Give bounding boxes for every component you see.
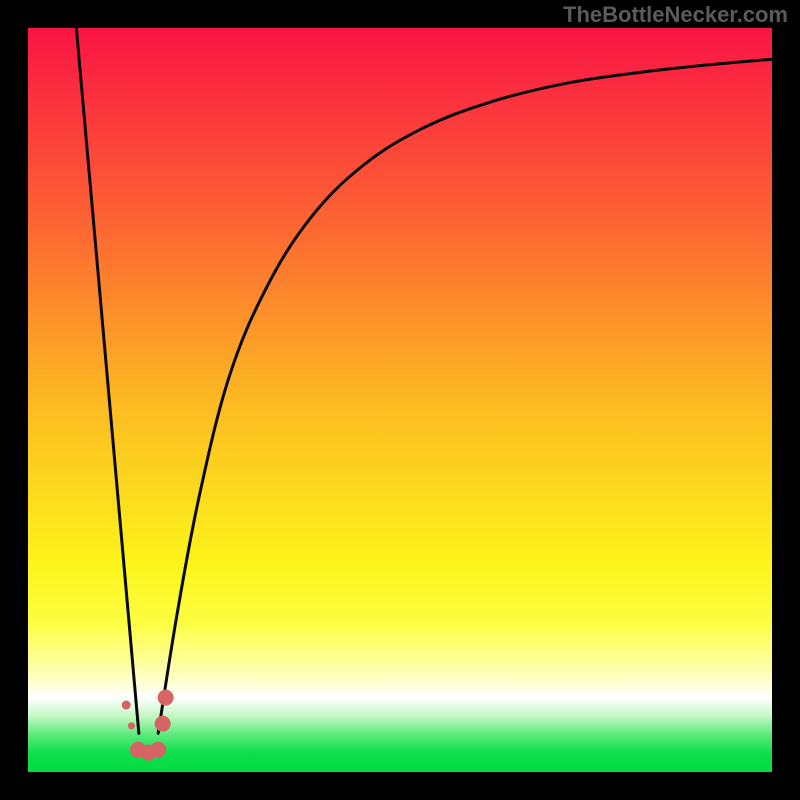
plot-area bbox=[28, 28, 772, 772]
chart-svg bbox=[28, 28, 772, 772]
marker-dot bbox=[128, 723, 134, 729]
watermark-text: TheBottleNecker.com bbox=[563, 2, 788, 28]
chart-container: TheBottleNecker.com bbox=[0, 0, 800, 800]
marker-dot bbox=[155, 716, 170, 731]
marker-dot bbox=[158, 690, 173, 705]
marker-dot bbox=[151, 742, 166, 757]
marker-dot bbox=[122, 701, 130, 709]
